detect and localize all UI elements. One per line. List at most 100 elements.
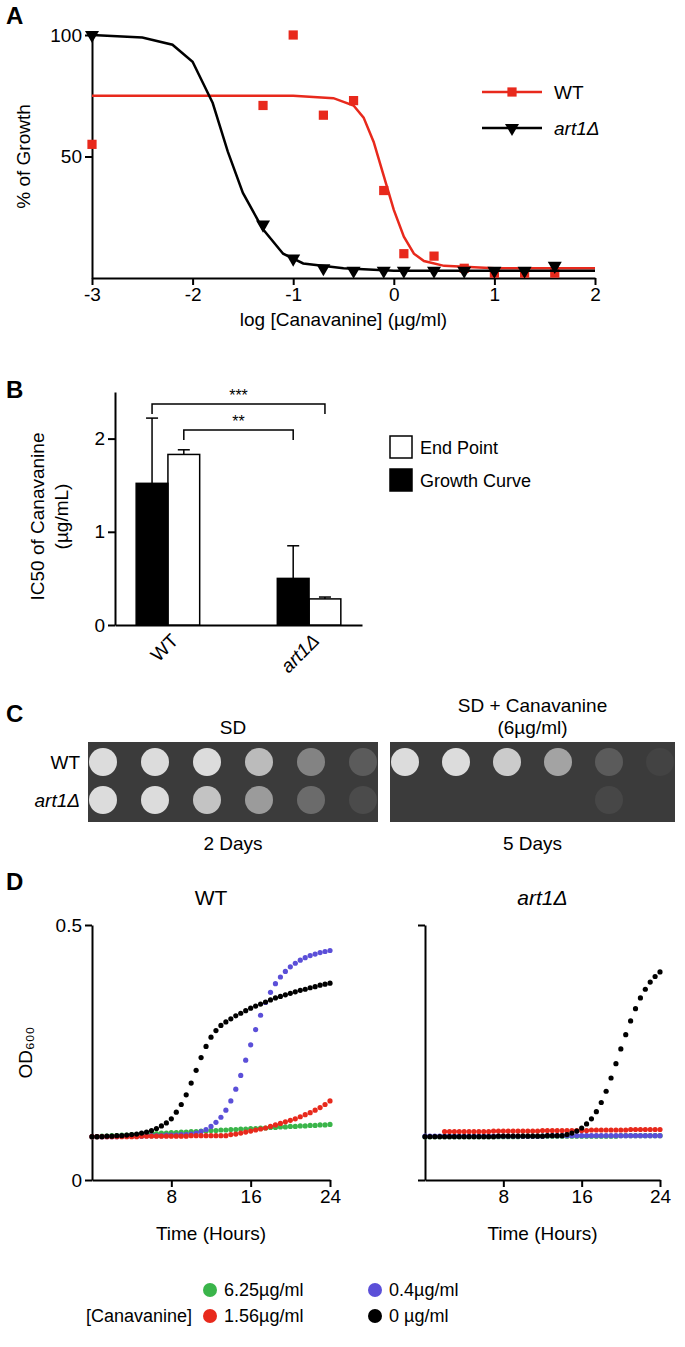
data-point [258,1013,263,1018]
legend: End PointGrowth Curve [390,436,531,491]
data-point [179,1134,184,1139]
data-point [303,1112,308,1117]
data-point [501,1134,506,1139]
plate [88,742,378,822]
data-point [263,999,268,1004]
data-point [496,1128,501,1133]
legend-label: Growth Curve [420,471,531,491]
plate-caption: 2 Days [203,833,262,854]
y-axis-tick: 0.5 [56,915,92,936]
significance-label: *** [229,387,248,404]
data-point [213,1128,218,1133]
tick-label: 1 [490,284,501,305]
data-point [555,1134,560,1139]
data-point [574,1128,579,1133]
spot [89,786,117,814]
data-point [643,1127,648,1132]
data-point [638,1133,643,1138]
data-point [604,1133,609,1138]
data-point [218,1023,223,1028]
data-point [263,1000,268,1005]
plate-title: (6µg/ml) [497,717,567,738]
tick-label: WT [147,630,183,666]
data-point [179,1102,184,1107]
x-axis: 81624 [93,1180,342,1207]
data-point [569,1130,574,1135]
data-point [530,1134,535,1139]
data-point [633,1133,638,1138]
data-point [506,1134,511,1139]
bar [309,599,341,625]
data-point [447,1134,452,1139]
data-point [638,995,643,1000]
data-point [447,1134,452,1139]
legend-marker [203,1309,217,1323]
data-point [452,1134,457,1139]
data-point [628,1133,633,1138]
data-point [174,1110,179,1115]
data-point [525,1134,530,1139]
data-point [94,1134,99,1139]
data-point [89,1134,94,1139]
y-axis-title: OD₆₀₀ [15,1027,36,1079]
data-point [457,1134,462,1139]
plate-title: SD [220,717,246,738]
plate-caption: 5 Days [503,833,562,854]
data-point [604,1127,609,1132]
data-point [94,1134,99,1139]
data-point [525,1128,530,1133]
data-point [466,1134,471,1139]
data-point [189,1081,194,1086]
data-point [653,1133,658,1138]
data-point [144,1129,149,1134]
data-point [233,1087,238,1092]
data-point [139,1130,144,1135]
data-point [613,1134,618,1139]
data-point [471,1129,476,1134]
data-point [109,1134,114,1139]
legend-label: WT [554,82,584,103]
data-point [496,1134,501,1139]
data-point [555,1133,560,1138]
data-point [618,1046,623,1051]
data-point [316,264,330,276]
data-point [203,1044,208,1049]
data-point [298,988,303,993]
data-point [599,1134,604,1139]
data-point [308,1110,313,1115]
data-point [559,1134,564,1139]
facet-title: WT [195,886,228,909]
x-axis-tick: 16 [572,1180,593,1207]
data-point [198,1055,203,1060]
data-point [134,1132,139,1137]
panel-label: A [6,2,23,29]
data-point [608,1127,613,1132]
data-point [462,1134,467,1139]
data-point [203,1133,208,1138]
data-point [559,1128,564,1133]
data-point [243,1058,248,1063]
data-point [228,1132,233,1137]
data-point [317,1105,322,1110]
data-point [124,1133,129,1138]
data-point [422,1134,427,1139]
data-point [432,1134,437,1139]
data-point [298,1114,303,1119]
y-axis-line [92,926,94,1181]
data-point [303,1123,308,1128]
spot [442,748,470,776]
data-point [653,1133,658,1138]
data-point [584,1133,589,1138]
data-point [169,1134,174,1139]
data-point [233,1013,238,1018]
data-point [518,267,532,279]
y-axis-line [115,393,117,626]
data-point [471,1134,476,1139]
significance-bracket [184,430,293,440]
data-point [317,1122,322,1127]
data-point [506,1128,511,1133]
data-point [288,991,293,996]
error-bar [178,450,190,455]
data-point [604,1089,609,1094]
data-point [452,1129,457,1134]
